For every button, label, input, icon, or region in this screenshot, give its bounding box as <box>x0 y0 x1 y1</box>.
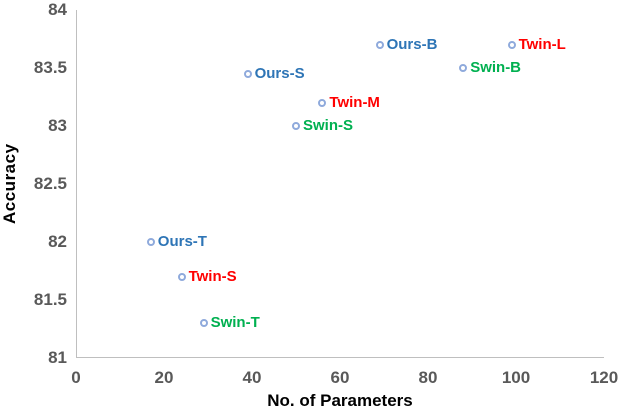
data-point-marker <box>177 272 186 281</box>
y-tick-label: 84 <box>48 0 67 19</box>
y-tick-label: 83.5 <box>33 58 67 77</box>
y-tick-label: 82 <box>48 232 67 251</box>
data-point-marker <box>292 122 300 130</box>
plot-area <box>76 10 604 358</box>
data-point-marker <box>459 64 468 72</box>
data-point-marker <box>318 98 327 107</box>
data-point-label: Ours-T <box>157 233 207 250</box>
y-tick-label: 81 <box>48 348 67 367</box>
x-axis-title: No. of Parameters <box>267 391 413 408</box>
data-point-label: Twin-M <box>329 93 380 111</box>
data-point-label: Swin-T <box>210 314 260 332</box>
y-tick-label: 81.5 <box>33 290 67 309</box>
x-tick-label: 40 <box>242 368 262 387</box>
data-point-label: Swin-S <box>303 117 354 134</box>
data-point-label: Ours-B <box>386 35 438 53</box>
data-point-marker <box>375 40 384 49</box>
y-axis-title: Accuracy <box>0 143 19 225</box>
data-point-marker <box>507 40 516 49</box>
data-point-label: Twin-S <box>188 267 237 285</box>
x-tick-label: 100 <box>501 368 531 387</box>
data-point-label: Twin-L <box>518 35 566 53</box>
data-point-marker <box>146 238 155 246</box>
x-tick-label: 0 <box>71 368 81 387</box>
x-tick-label: 20 <box>154 368 174 387</box>
y-tick-label: 83 <box>48 116 67 135</box>
y-tick-label: 82.5 <box>33 174 67 193</box>
x-tick-label: 120 <box>589 368 619 387</box>
data-point-marker <box>243 69 252 78</box>
x-tick-label: 80 <box>418 368 438 387</box>
data-point-label: Swin-B <box>470 59 522 76</box>
x-tick-label: 60 <box>330 368 350 387</box>
data-point-marker <box>199 319 208 328</box>
data-point-label: Ours-S <box>254 64 305 82</box>
